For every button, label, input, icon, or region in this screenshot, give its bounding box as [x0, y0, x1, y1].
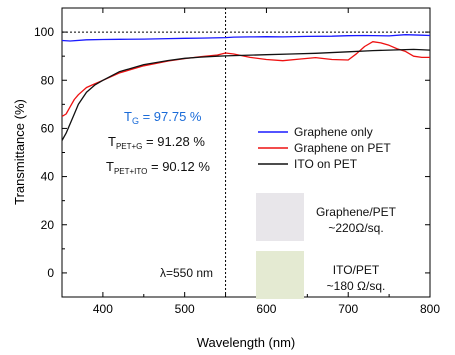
- tpetito-sub: PET+ITO: [114, 167, 147, 176]
- series-line-graphene-only: [61, 34, 431, 42]
- legend-label: Graphene on PET: [294, 141, 391, 155]
- y-tick-label: 100: [34, 25, 54, 39]
- y-axis-label: Transmittance (%): [12, 99, 27, 205]
- graphene-pet-resistance: ~220Ω/sq.: [328, 221, 383, 235]
- x-tick-label: 800: [420, 302, 440, 316]
- series-layer: [61, 34, 431, 141]
- axis-ticks: 400 500 600 700 800 0 20 40 60 80 100: [34, 7, 440, 316]
- tpetg-value: = 91.28 %: [142, 134, 205, 149]
- tpetito-annotation: TPET+ITO = 90.12 %: [106, 159, 210, 176]
- tg-sub: G: [132, 116, 139, 126]
- legend-label: Graphene only: [294, 125, 373, 139]
- tpetg-main: T: [108, 134, 116, 149]
- y-tick-label: 80: [41, 73, 55, 87]
- x-axis-label: Wavelength (nm): [197, 335, 296, 350]
- y-tick-label: 20: [41, 218, 55, 232]
- tpetito-value: = 90.12 %: [147, 159, 210, 174]
- y-tick-label: 0: [47, 266, 54, 280]
- series-line-graphene-on-pet: [61, 41, 430, 117]
- series-line-ito-on-pet: [61, 48, 431, 141]
- x-tick-label: 600: [256, 302, 276, 316]
- tpetito-main: T: [106, 159, 114, 174]
- tg-main: T: [124, 109, 132, 124]
- x-tick-label: 500: [175, 302, 195, 316]
- tpetg-annotation: TPET+G = 91.28 %: [108, 134, 205, 151]
- x-tick-label: 700: [338, 302, 358, 316]
- y-tick-label: 60: [41, 121, 55, 135]
- tpetg-sub: PET+G: [116, 142, 142, 151]
- ito-pet-swatch: [256, 251, 304, 299]
- ito-pet-resistance: ~180 Ω/sq.: [327, 279, 386, 293]
- wavelength-annotation: λ=550 nm: [160, 266, 213, 280]
- x-tick-label: 400: [93, 302, 113, 316]
- legend: Graphene only Graphene on PET ITO on PET: [258, 125, 391, 171]
- graphene-pet-label: Graphene/PET: [316, 205, 397, 219]
- ito-pet-label: ITO/PET: [333, 263, 380, 277]
- graphene-pet-swatch: [256, 193, 304, 241]
- tg-value: = 97.75 %: [139, 109, 202, 124]
- y-tick-label: 40: [41, 170, 55, 184]
- legend-label: ITO on PET: [294, 157, 358, 171]
- tg-annotation: TG = 97.75 %: [124, 109, 202, 126]
